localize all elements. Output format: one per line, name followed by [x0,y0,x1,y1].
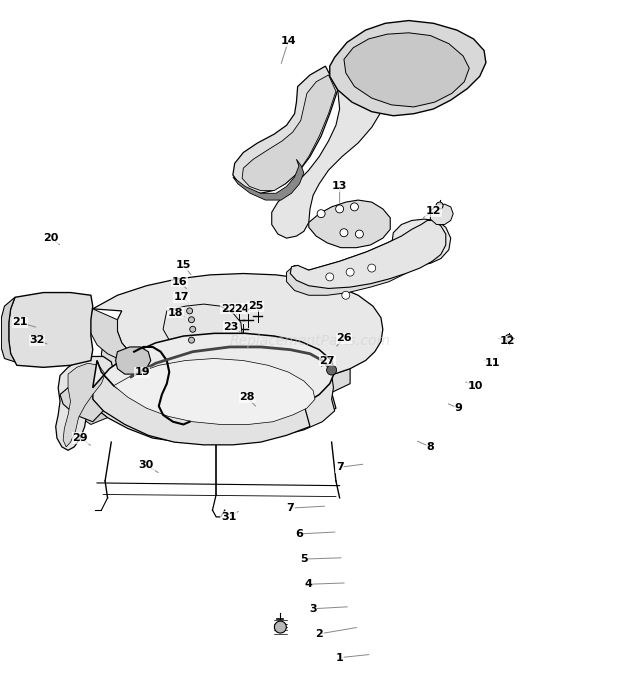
Text: 23: 23 [223,322,239,331]
Polygon shape [74,388,107,424]
Polygon shape [1,297,15,362]
Circle shape [505,335,512,342]
Polygon shape [93,333,335,417]
Circle shape [327,365,337,375]
Polygon shape [242,75,336,191]
Circle shape [187,308,193,314]
Polygon shape [330,20,486,115]
Polygon shape [113,359,315,424]
Text: 29: 29 [73,433,88,443]
Polygon shape [344,33,469,107]
Text: 27: 27 [319,356,335,365]
Text: 31: 31 [221,512,236,522]
Text: 25: 25 [248,301,264,311]
Text: 12: 12 [426,206,441,216]
Text: 8: 8 [427,442,434,452]
Polygon shape [272,71,389,238]
Polygon shape [63,363,105,447]
Circle shape [355,230,363,238]
Circle shape [368,264,376,272]
Text: 14: 14 [281,36,296,46]
Text: 4: 4 [305,579,312,589]
Polygon shape [233,66,338,193]
Polygon shape [290,221,446,288]
Text: 7: 7 [286,503,294,513]
Text: 24: 24 [234,304,250,314]
Circle shape [335,205,343,213]
Text: 21: 21 [12,318,28,327]
Circle shape [436,202,443,209]
Text: 26: 26 [336,333,352,343]
Text: ReplacementParts.com: ReplacementParts.com [229,335,391,348]
Circle shape [188,337,195,343]
Polygon shape [93,361,310,445]
Text: 5: 5 [300,554,308,564]
Text: 1: 1 [336,653,343,663]
Text: 18: 18 [167,308,183,318]
Polygon shape [89,309,131,361]
Text: 20: 20 [43,233,58,243]
Text: 15: 15 [176,260,191,270]
Text: 11: 11 [484,359,500,368]
Polygon shape [286,221,432,295]
Text: 13: 13 [332,182,347,191]
Text: 19: 19 [135,367,150,377]
Polygon shape [309,200,390,248]
Text: 6: 6 [295,529,303,539]
Polygon shape [91,365,336,442]
Polygon shape [115,347,151,374]
Circle shape [190,326,196,332]
Circle shape [317,210,325,218]
Polygon shape [9,292,93,367]
Circle shape [326,273,334,281]
Polygon shape [430,204,453,225]
Text: 12: 12 [500,337,515,346]
Text: 32: 32 [30,335,45,345]
Circle shape [188,317,195,323]
Text: 17: 17 [174,292,189,303]
Text: 9: 9 [454,403,462,413]
Text: 7: 7 [336,462,343,472]
Polygon shape [163,304,242,355]
Polygon shape [60,388,104,421]
Circle shape [342,291,350,299]
Circle shape [350,203,358,211]
Text: 16: 16 [171,277,187,287]
Polygon shape [169,343,335,438]
Polygon shape [391,219,451,266]
Text: 22: 22 [221,304,236,314]
Circle shape [346,268,354,276]
Polygon shape [93,273,383,384]
Text: 2: 2 [316,629,323,639]
Text: 3: 3 [309,604,317,614]
Circle shape [275,621,286,633]
Polygon shape [56,357,113,450]
Text: 10: 10 [467,380,483,391]
Polygon shape [233,159,304,200]
Polygon shape [102,331,350,410]
Text: 28: 28 [239,392,255,402]
Text: 30: 30 [139,460,154,471]
Circle shape [340,229,348,237]
